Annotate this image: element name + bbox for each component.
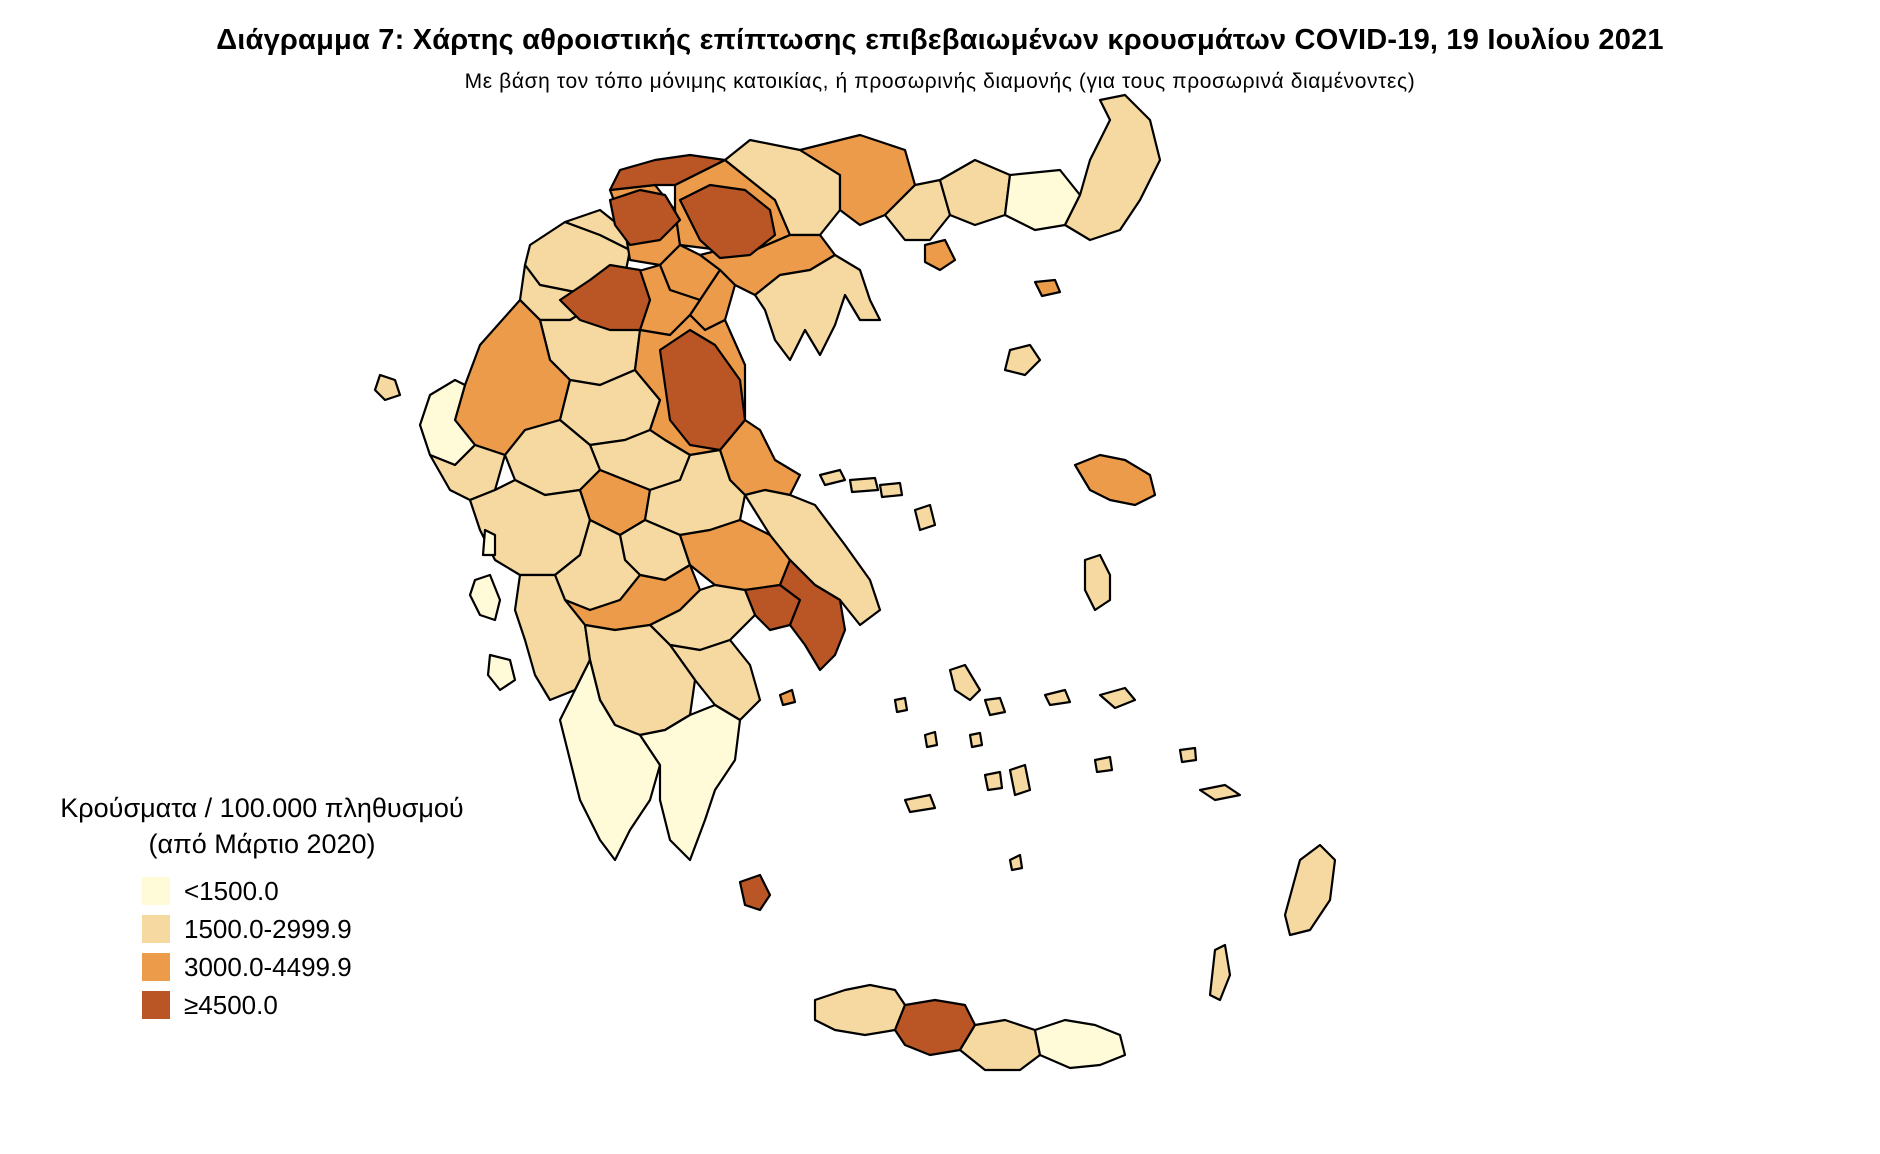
legend-swatch [142, 915, 170, 943]
region-lakonia [638, 703, 742, 862]
map-subtitle: Με βάση τον τόπο μόνιμης κατοικίας, ή πρ… [464, 70, 1416, 93]
island-andros [948, 663, 982, 702]
island-samothraki [1033, 278, 1062, 298]
legend-item-3000-4499: 3000.0-4499.9 [142, 948, 502, 986]
island-kalymnos [1178, 746, 1198, 764]
legend-swatch [142, 991, 170, 1019]
island-alonissos [878, 481, 904, 499]
island-thasos [923, 238, 957, 272]
legend-title-line1: Κρούσματα / 100.000 πληθυσμού [60, 793, 464, 823]
island-kos [1198, 783, 1242, 802]
region-grevena-dark [558, 263, 652, 332]
island-lefkada [481, 528, 497, 557]
legend-item-lt1500: <1500.0 [142, 872, 502, 910]
region-chalkidiki [753, 253, 882, 362]
region-messinia [558, 658, 662, 862]
island-kea [893, 696, 909, 714]
legend-swatch [142, 877, 170, 905]
island-chios [1083, 553, 1112, 612]
region-preveza [428, 443, 507, 502]
island-aegina [778, 688, 797, 707]
legend: Κρούσματα / 100.000 πληθυσμού (από Μάρτι… [22, 790, 502, 1024]
island-kythnos [923, 730, 939, 749]
legend-title-line2: (από Μάρτιο 2020) [148, 829, 376, 859]
island-zakynthos [486, 653, 517, 692]
region-attiki-east [778, 558, 847, 672]
legend-label: <1500.0 [184, 875, 279, 906]
legend-label: 3000.0-4499.9 [184, 951, 352, 982]
island-kerkyra [373, 373, 402, 402]
region-kilkis-dark [678, 183, 777, 260]
island-rodos [1283, 843, 1337, 937]
island-skopelos [848, 476, 880, 494]
island-thira-small [1093, 755, 1114, 774]
region-larisa-dark [658, 328, 747, 452]
island-limnos [1003, 343, 1042, 377]
island-santorini [1008, 853, 1024, 872]
region-argolida [668, 638, 762, 722]
island-tinos [983, 696, 1007, 717]
region-pella-dark [608, 188, 682, 247]
island-skyros [913, 503, 937, 532]
legend-label: 1500.0-2999.9 [184, 913, 352, 944]
island-karpathos [1208, 943, 1232, 1002]
island-lesvos [1073, 453, 1157, 507]
island-paros [983, 770, 1004, 792]
region-xanthi [938, 158, 1012, 227]
legend-title: Κρούσματα / 100.000 πληθυσμού (από Μάρτι… [22, 790, 502, 862]
island-naxos [1008, 763, 1032, 797]
map-title: Διάγραμμα 7: Χάρτης αθροιστικής επίπτωση… [216, 24, 1664, 56]
region-central-macedonia [608, 153, 727, 192]
legend-items: <1500.0 1500.0-2999.9 3000.0-4499.9 ≥450… [142, 872, 502, 1024]
island-skiathos [818, 468, 847, 487]
region-kythira [738, 873, 772, 912]
island-milos [903, 793, 937, 814]
region-chania [813, 983, 907, 1037]
region-lasithi [1033, 1018, 1127, 1070]
island-samos [1098, 686, 1137, 710]
legend-item-1500-2999: 1500.0-2999.9 [142, 910, 502, 948]
region-evros [1063, 93, 1162, 242]
legend-item-gte4500: ≥4500.0 [142, 986, 502, 1024]
legend-swatch [142, 953, 170, 981]
island-syros [968, 731, 984, 749]
island-kefalonia [468, 573, 502, 622]
island-ikaria [1043, 688, 1072, 707]
legend-label: ≥4500.0 [184, 989, 278, 1020]
